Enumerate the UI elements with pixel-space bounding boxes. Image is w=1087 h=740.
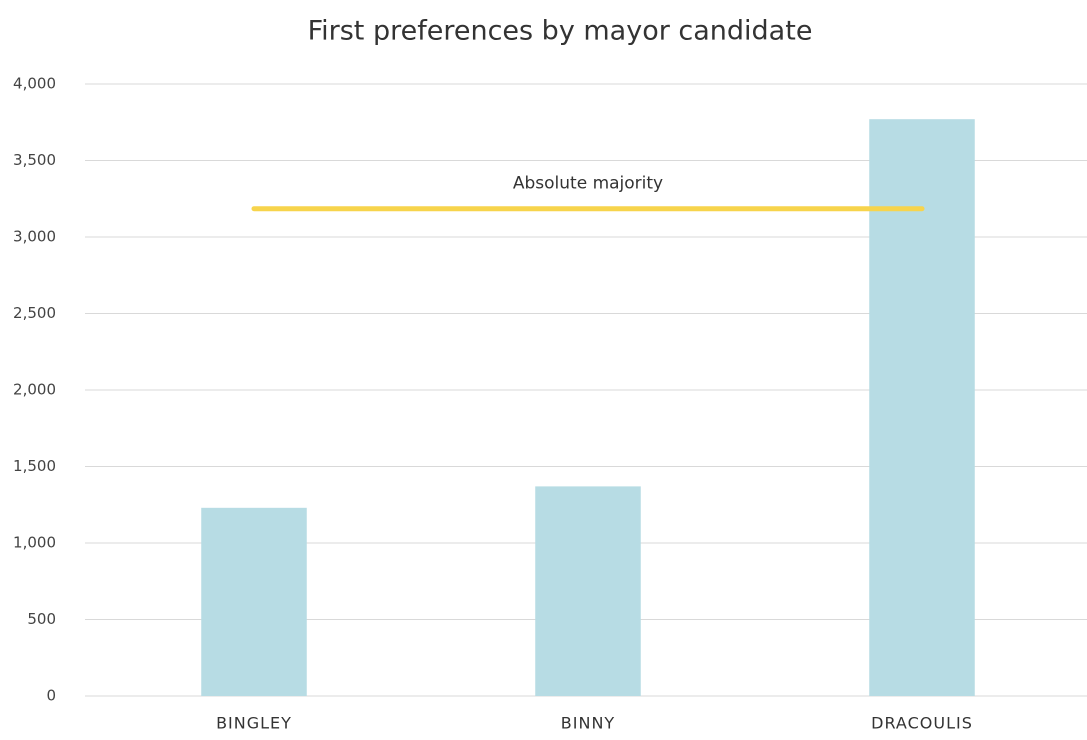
x-tick-label: BINGLEY — [216, 714, 292, 733]
bar — [201, 507, 307, 696]
bar — [535, 486, 641, 696]
y-tick-label: 500 — [27, 610, 56, 628]
y-tick-label: 2,000 — [13, 381, 56, 399]
y-tick-label: 2,500 — [13, 304, 56, 322]
x-tick-label: DRACOULIS — [871, 714, 973, 733]
x-tick-label: BINNY — [561, 714, 615, 733]
y-tick-label: 0 — [46, 687, 56, 705]
bar — [869, 119, 975, 696]
y-tick-label: 1,000 — [13, 534, 56, 552]
y-tick-label: 3,000 — [13, 228, 56, 246]
y-tick-label: 3,500 — [13, 151, 56, 169]
y-tick-label: 4,000 — [13, 75, 56, 93]
y-tick-label: 1,500 — [13, 457, 56, 475]
chart-title: First preferences by mayor candidate — [308, 16, 813, 47]
reference-label: Absolute majority — [513, 174, 663, 194]
